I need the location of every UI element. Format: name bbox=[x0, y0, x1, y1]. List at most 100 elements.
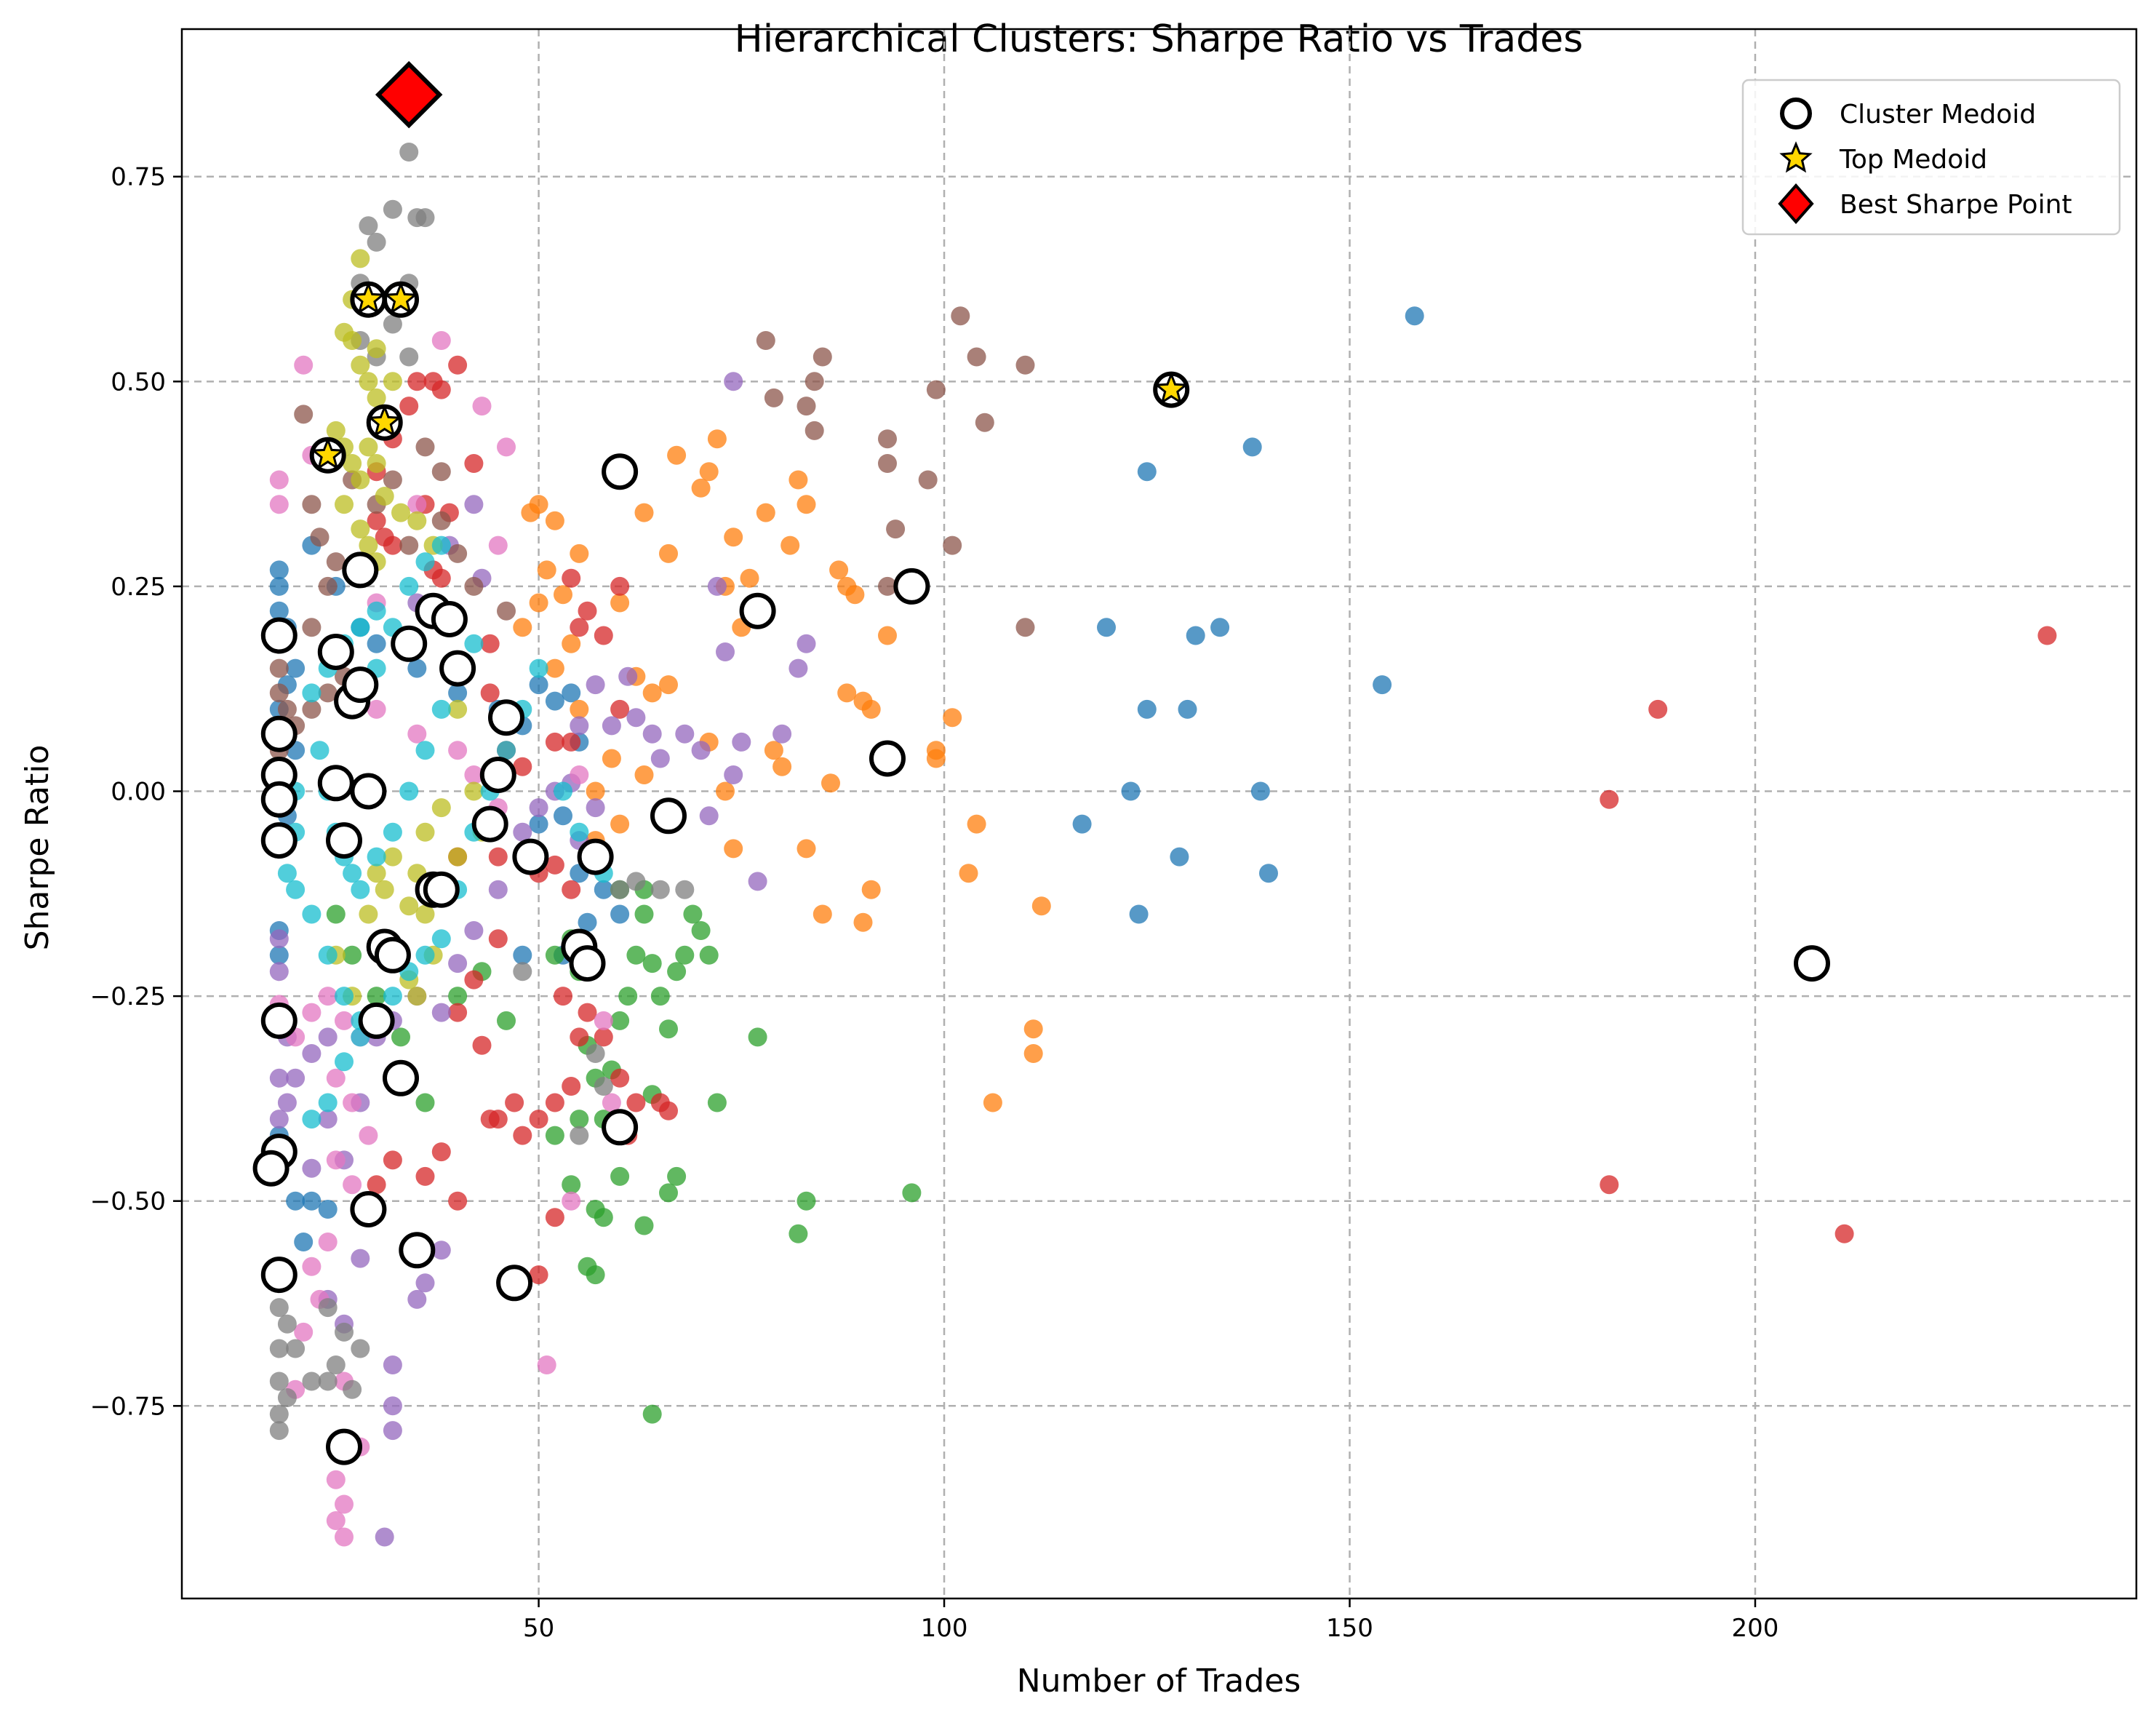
data-point-cluster-6 bbox=[537, 1355, 556, 1374]
axis-ticks: 50 100 150 200 −0.75 −0.50 −0.25 0.00 0.25 0.50 0.… bbox=[90, 163, 1779, 1643]
data-point-cluster-4 bbox=[351, 1249, 370, 1268]
data-point-cluster-0 bbox=[286, 658, 306, 678]
data-point-cluster-0 bbox=[529, 814, 548, 834]
data-point-cluster-3 bbox=[594, 1027, 613, 1047]
data-point-cluster-1 bbox=[513, 618, 532, 637]
data-point-cluster-0 bbox=[1121, 781, 1141, 801]
data-point-cluster-4 bbox=[269, 1068, 289, 1088]
data-point-cluster-1 bbox=[756, 503, 775, 522]
data-point-cluster-1 bbox=[813, 904, 832, 924]
best-sharpe-diamond bbox=[375, 60, 443, 129]
legend-entry-medoid: Cluster Medoid bbox=[1840, 100, 2036, 130]
data-point-cluster-4 bbox=[286, 1068, 306, 1088]
y-tick-label: −0.25 bbox=[90, 982, 166, 1011]
cluster-medoid-marker bbox=[650, 797, 687, 835]
data-point-cluster-6 bbox=[562, 1191, 581, 1211]
data-point-cluster-9 bbox=[367, 601, 386, 621]
data-point-cluster-5 bbox=[448, 544, 468, 563]
data-point-cluster-7 bbox=[399, 143, 419, 162]
data-point-cluster-4 bbox=[570, 716, 589, 736]
data-point-cluster-6 bbox=[407, 495, 427, 514]
data-point-cluster-3 bbox=[610, 576, 630, 596]
data-point-cluster-6 bbox=[294, 355, 314, 375]
data-point-cluster-3 bbox=[545, 855, 564, 875]
data-point-cluster-5 bbox=[1015, 355, 1035, 375]
data-point-cluster-0 bbox=[1072, 814, 1092, 834]
data-point-cluster-2 bbox=[667, 1166, 687, 1186]
data-point-cluster-3 bbox=[578, 1003, 597, 1022]
data-point-cluster-4 bbox=[772, 724, 792, 744]
data-point-cluster-3 bbox=[488, 847, 508, 867]
data-point-cluster-6 bbox=[497, 437, 516, 457]
data-point-cluster-8 bbox=[415, 904, 435, 924]
data-point-cluster-7 bbox=[351, 1339, 370, 1358]
y-tick-label: 0.00 bbox=[111, 778, 166, 807]
data-point-cluster-1 bbox=[570, 544, 589, 563]
data-point-cluster-1 bbox=[610, 593, 630, 613]
data-point-cluster-8 bbox=[343, 454, 362, 473]
data-point-cluster-7 bbox=[650, 880, 670, 899]
data-point-cluster-2 bbox=[562, 1175, 581, 1195]
data-point-cluster-0 bbox=[269, 945, 289, 965]
data-point-cluster-8 bbox=[335, 322, 354, 342]
x-tick-label: 200 bbox=[1732, 1614, 1779, 1643]
cluster-medoid-marker bbox=[602, 1109, 639, 1146]
data-point-cluster-3 bbox=[472, 1035, 492, 1055]
chart-title: Hierarchical Clusters: Sharpe Ratio vs T… bbox=[735, 17, 1584, 61]
data-point-cluster-4 bbox=[383, 1421, 402, 1441]
data-point-cluster-5 bbox=[878, 576, 897, 596]
data-point-cluster-9 bbox=[431, 929, 451, 949]
data-point-cluster-5 bbox=[813, 347, 832, 367]
data-point-cluster-3 bbox=[415, 1166, 435, 1186]
data-point-cluster-8 bbox=[326, 421, 346, 440]
data-point-cluster-2 bbox=[788, 1224, 808, 1243]
data-point-cluster-3 bbox=[480, 634, 500, 653]
data-point-cluster-8 bbox=[407, 511, 427, 530]
cluster-medoid-marker bbox=[869, 740, 906, 777]
data-point-cluster-1 bbox=[724, 839, 743, 859]
data-point-cluster-3 bbox=[659, 1101, 678, 1120]
top-medoid-star bbox=[383, 281, 418, 315]
data-point-cluster-0 bbox=[1170, 847, 1189, 867]
data-point-cluster-3 bbox=[570, 618, 589, 637]
cluster-medoid-marker bbox=[260, 715, 298, 752]
data-point-cluster-0 bbox=[286, 1191, 306, 1211]
data-point-cluster-4 bbox=[302, 1158, 322, 1178]
data-point-cluster-1 bbox=[959, 864, 978, 883]
data-point-cluster-2 bbox=[902, 1183, 922, 1203]
data-point-cluster-3 bbox=[594, 626, 613, 645]
plot-frame bbox=[180, 28, 2138, 1600]
data-point-cluster-8 bbox=[367, 864, 386, 883]
data-point-cluster-1 bbox=[967, 814, 986, 834]
data-point-cluster-6 bbox=[431, 331, 451, 350]
data-point-cluster-4 bbox=[626, 708, 646, 728]
data-point-cluster-1 bbox=[821, 773, 840, 793]
data-point-cluster-9 bbox=[277, 864, 297, 883]
data-point-cluster-2 bbox=[683, 904, 703, 924]
data-point-cluster-8 bbox=[383, 372, 402, 391]
data-point-cluster-6 bbox=[294, 1322, 314, 1342]
data-point-cluster-9 bbox=[570, 822, 589, 842]
data-point-cluster-6 bbox=[318, 1233, 338, 1251]
data-point-cluster-2 bbox=[642, 954, 662, 974]
data-point-cluster-7 bbox=[586, 1044, 605, 1063]
data-point-cluster-9 bbox=[302, 1110, 322, 1129]
data-point-cluster-3 bbox=[1600, 789, 1619, 809]
data-point-cluster-1 bbox=[829, 560, 849, 580]
data-point-cluster-5 bbox=[415, 437, 435, 457]
data-point-cluster-4 bbox=[707, 576, 727, 596]
data-point-cluster-1 bbox=[707, 429, 727, 449]
data-point-cluster-8 bbox=[359, 535, 378, 555]
data-point-cluster-1 bbox=[1031, 896, 1051, 916]
y-tick-label: −0.75 bbox=[90, 1392, 166, 1421]
data-point-cluster-2 bbox=[326, 904, 346, 924]
data-point-cluster-2 bbox=[650, 987, 670, 1006]
data-point-cluster-3 bbox=[488, 929, 508, 949]
data-point-cluster-3 bbox=[545, 1208, 564, 1227]
data-point-cluster-5 bbox=[318, 683, 338, 703]
data-point-cluster-9 bbox=[431, 699, 451, 719]
data-point-cluster-0 bbox=[1137, 699, 1157, 719]
data-point-cluster-2 bbox=[691, 921, 711, 940]
data-point-cluster-6 bbox=[302, 1003, 322, 1022]
data-point-cluster-7 bbox=[269, 1339, 289, 1358]
